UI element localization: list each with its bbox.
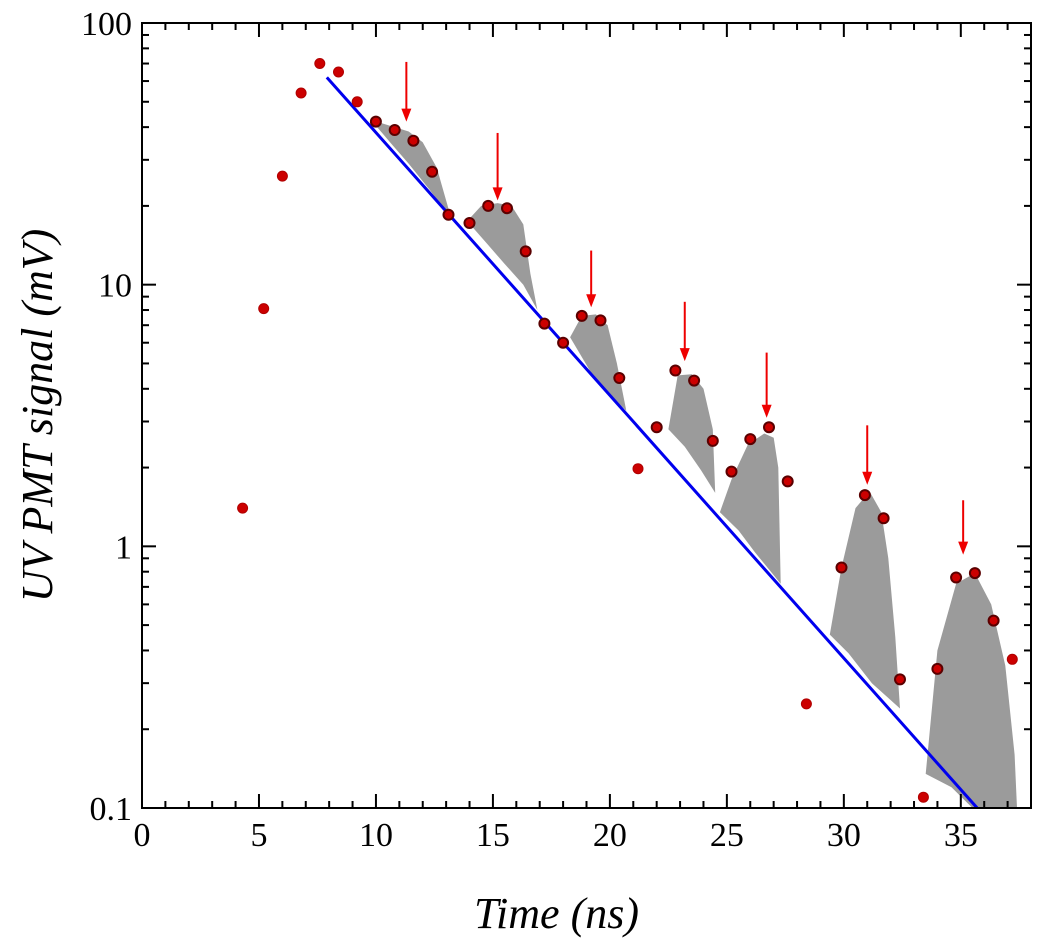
- data-point-10: [407, 134, 420, 147]
- data-point-22: [632, 463, 644, 475]
- data-point-1: [237, 502, 249, 514]
- data-point-40: [987, 614, 1000, 627]
- data-point-21: [613, 372, 626, 384]
- y-tick-label: 10: [98, 268, 132, 305]
- arrow-head: [862, 471, 873, 485]
- data-point-34: [877, 512, 890, 525]
- data-point-9: [388, 124, 401, 136]
- data-point-17: [538, 317, 551, 330]
- data-point-15: [501, 202, 513, 215]
- data-point-5: [314, 58, 326, 69]
- shaded-bump-5: [719, 433, 781, 584]
- data-point-37: [931, 662, 944, 675]
- data-point-11: [426, 165, 439, 178]
- shaded-regions: [371, 120, 1017, 808]
- data-point-13: [463, 217, 476, 229]
- shaded-bump-3: [570, 314, 627, 411]
- arrow-4: [679, 301, 690, 362]
- x-tick-label: 5: [250, 817, 267, 854]
- arrow-head: [586, 294, 597, 308]
- data-point-14: [482, 199, 495, 212]
- arrow-1: [401, 61, 412, 122]
- data-point-8: [369, 115, 382, 128]
- x-tick-label: 0: [134, 817, 151, 854]
- x-tick-label: 15: [476, 817, 510, 854]
- data-point-2: [258, 303, 270, 315]
- data-point-23: [650, 421, 663, 434]
- exponential-fit-line: [325, 76, 979, 809]
- data-point-31: [800, 698, 812, 710]
- data-point-24: [669, 364, 682, 377]
- data-point-27: [725, 465, 738, 478]
- arrow-2: [492, 132, 503, 201]
- data-point-25: [688, 374, 701, 387]
- arrow-3: [586, 250, 597, 308]
- data-point-28: [744, 433, 757, 446]
- x-tick-label: 30: [827, 817, 861, 854]
- data-point-29: [763, 421, 775, 434]
- arrow-head: [679, 348, 690, 362]
- y-tick-label: 0.1: [90, 791, 133, 828]
- arrow-head: [492, 187, 503, 201]
- data-point-18: [557, 336, 570, 349]
- x-axis-title: Time (ns): [474, 889, 639, 938]
- fit-line-group: [325, 76, 979, 809]
- arrow-head: [401, 108, 412, 122]
- data-points: [237, 58, 1018, 803]
- data-point-16: [519, 245, 532, 258]
- data-point-7: [351, 96, 363, 108]
- data-point-38: [950, 571, 963, 584]
- arrow-7: [958, 500, 969, 555]
- data-point-20: [594, 314, 607, 327]
- data-point-26: [706, 434, 719, 447]
- y-tick-label: 100: [81, 6, 132, 43]
- data-point-6: [333, 66, 344, 78]
- data-point-32: [835, 561, 848, 574]
- y-tick-labels: 0.1 1 10 100: [81, 6, 132, 828]
- shaded-bump-2: [467, 203, 538, 310]
- shaded-bump-4: [668, 374, 716, 493]
- arrow-head: [958, 541, 969, 555]
- data-point-12: [442, 208, 455, 221]
- y-axis-title: UV PMT signal (mV): [13, 229, 62, 603]
- data-point-30: [781, 475, 794, 488]
- x-tick-labels: 0 5 10 15 20 25 30 35: [134, 817, 978, 854]
- data-point-35: [894, 673, 906, 686]
- arrow-5: [761, 352, 772, 418]
- y-tick-label: 1: [115, 529, 132, 566]
- arrow-6: [862, 425, 873, 485]
- data-point-36: [917, 791, 929, 803]
- data-point-3: [276, 170, 288, 182]
- x-tick-label: 35: [944, 817, 978, 854]
- data-point-33: [858, 489, 871, 502]
- shaded-bump-7: [925, 573, 1017, 808]
- data-point-19: [575, 309, 588, 322]
- arrows: [401, 61, 969, 555]
- x-tick-label: 25: [710, 817, 744, 854]
- plot-frame: [141, 22, 1032, 809]
- data-point-39: [968, 567, 981, 580]
- data-point-4: [295, 87, 307, 99]
- data-point-41: [1006, 653, 1018, 665]
- arrow-head: [761, 404, 772, 418]
- shaded-bump-6: [829, 491, 900, 709]
- x-tick-label: 10: [359, 817, 393, 854]
- x-tick-label: 20: [593, 817, 627, 854]
